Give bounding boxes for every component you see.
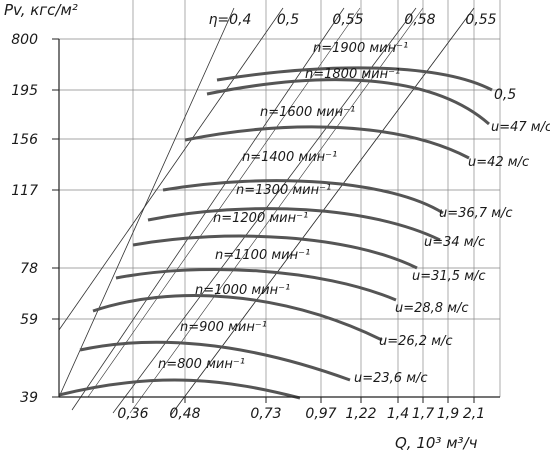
- x-tick-label: 2,1: [463, 406, 485, 422]
- speed-curves: [58, 66, 493, 400]
- efficiency-label: 0,55: [465, 12, 496, 28]
- x-tick-label: 0,48: [169, 406, 200, 422]
- labels: Pv, кгс/м² Q, 10³ м³/ч: [4, 1, 478, 452]
- series-label: n=900 мин⁻¹: [180, 320, 267, 335]
- y-tick-label: 59: [20, 312, 38, 328]
- series-label: n=1200 мин⁻¹: [213, 211, 308, 226]
- x-tick-label: 0,97: [305, 406, 336, 422]
- velocity-line: [87, 7, 361, 398]
- velocity-label: u=26,2 м/с: [379, 334, 453, 349]
- velocity-label: u=23,6 м/с: [354, 371, 428, 386]
- series-label: n=1400 мин⁻¹: [242, 150, 337, 165]
- efficiency-label: 0,55: [332, 12, 363, 28]
- efficiency-line: [112, 7, 417, 414]
- speed-curve: [216, 66, 493, 92]
- speed-curve: [115, 267, 397, 302]
- velocity-label: u=31,5 м/с: [412, 269, 486, 284]
- y-tick-label: 39: [20, 390, 38, 406]
- y-axis-label: Pv, кгс/м²: [4, 1, 78, 19]
- series-label: n=1900 мин⁻¹: [313, 41, 408, 56]
- efficiency-label: η=0,4: [209, 12, 252, 28]
- efficiency-label: 0,5: [277, 12, 299, 28]
- speed-curve: [79, 340, 351, 382]
- speed-curve: [92, 294, 383, 342]
- series-label: n=1000 мин⁻¹: [195, 283, 290, 298]
- velocity-label: u=36,7 м/с: [439, 206, 513, 221]
- axes: [58, 39, 500, 398]
- speed-curve: [184, 125, 470, 160]
- velocity-line: [129, 7, 424, 414]
- x-tick-label: 1,9: [437, 406, 459, 422]
- y-tick-label: 800: [11, 32, 38, 48]
- x-tick-label: 0,36: [117, 406, 148, 422]
- y-tick-label: 117: [11, 183, 38, 199]
- series-label: n=1300 мин⁻¹: [236, 183, 331, 198]
- velocity-label: u=34 м/с: [424, 235, 485, 250]
- series-label: n=1800 мин⁻¹: [305, 67, 400, 82]
- x-tick-label: 0,73: [250, 406, 281, 422]
- x-tick-label: 1,7: [412, 406, 434, 422]
- series-label: n=1100 мин⁻¹: [215, 248, 310, 263]
- series-label: n=800 мин⁻¹: [158, 357, 245, 372]
- efficiency-line: [58, 7, 235, 398]
- efficiency-label: 0,5: [494, 87, 516, 103]
- x-tick-label: 1,22: [345, 406, 376, 422]
- speed-curve: [162, 179, 444, 215]
- speed-curve: [58, 378, 301, 400]
- velocity-label: u=47 м/с: [491, 120, 550, 135]
- y-tick-label: 156: [11, 132, 38, 148]
- series-label: n=1600 мин⁻¹: [260, 105, 355, 120]
- x-axis-label: Q, 10³ м³/ч: [395, 434, 478, 452]
- velocity-label: u=42 м/с: [468, 155, 529, 170]
- efficiency-label: 0,58: [404, 12, 435, 28]
- speed-curve: [206, 78, 490, 126]
- y-tick-label: 78: [20, 261, 38, 277]
- speed-curve: [132, 234, 418, 270]
- efficiency-line: [58, 7, 284, 331]
- speed-curve: [147, 207, 441, 242]
- y-tick-label: 195: [11, 83, 38, 99]
- velocity-label: u=28,8 м/с: [395, 301, 469, 316]
- x-tick-label: 1,4: [387, 406, 409, 422]
